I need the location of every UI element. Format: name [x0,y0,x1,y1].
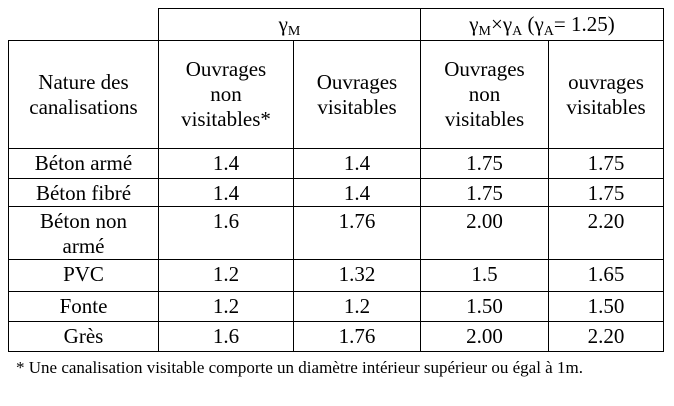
value-cell: 1.4 [158,148,294,179]
column-header: ouvrages visitables [548,40,664,149]
header-text: Ouvrages non visitables* [181,57,271,131]
name-cell: Fonte [8,291,159,322]
cell-text: 1.50 [587,294,625,318]
header-text: Ouvrages non visitables [444,57,525,131]
value-cell: 1.75 [420,148,549,179]
cell-text: 1.6 [212,209,240,233]
value-cell: 1.76 [293,321,421,352]
value-cell: 1.2 [158,259,294,292]
group-header: γM [158,8,421,41]
cell-text: 1.2 [212,294,240,318]
cell-text: 1.75 [587,151,625,175]
name-cell: PVC [8,259,159,292]
header-text: ouvrages visitables [566,69,646,119]
name-cell: Béton fibré [8,178,159,207]
cell-text: PVC [63,262,104,286]
header-text: (γ [522,12,544,36]
cell-text: 2.00 [466,209,503,233]
header-row: Nature des canalisations Ouvrages non vis… [8,40,664,149]
value-cell: 1.4 [158,178,294,207]
header-row: γM γM×γA (γA= 1.25) [8,8,664,41]
cell-text: 1.4 [343,151,371,175]
value-cell: 1.65 [548,259,664,292]
subscript: M [478,24,491,39]
cell-text: 1.2 [212,262,240,286]
value-cell: 1.50 [420,291,549,322]
cell-text: 1.76 [338,324,376,348]
value-cell: 1.76 [293,206,421,260]
name-cell: Béton non armé [8,206,159,260]
cell-text: 1.75 [587,181,625,205]
cell-text: Fonte [59,294,108,318]
value-cell: 2.20 [548,321,664,352]
cell-text: Béton armé [34,151,133,175]
column-header: Ouvrages non visitables* [158,40,294,149]
header-text: Nature des canalisations [29,69,138,119]
cell-text: 1.75 [466,181,503,205]
table-row: Béton non armé 1.6 1.76 2.00 2.20 [8,206,664,260]
column-header: Ouvrages non visitables [420,40,549,149]
value-cell: 1.6 [158,206,294,260]
cell-text: 2.20 [587,324,625,348]
value-cell: 1.2 [158,291,294,322]
value-cell: 1.4 [293,178,421,207]
cell-text: 1.32 [338,262,376,286]
value-cell: 1.75 [548,178,664,207]
subscript: M [287,24,301,39]
footnote: * Une canalisation visitable comporte un… [16,358,583,377]
cell-text: 1.50 [466,294,503,318]
value-cell: 1.5 [420,259,549,292]
value-cell: 1.50 [548,291,664,322]
cell-text: Grès [63,324,104,348]
cell-text: 1.4 [212,151,240,175]
value-cell: 2.20 [548,206,664,260]
value-cell: 1.2 [293,291,421,322]
cell-text: 1.65 [587,262,625,286]
value-cell: 1.75 [420,178,549,207]
table-row: Béton armé 1.4 1.4 1.75 1.75 [8,148,664,179]
cell-text: 1.76 [338,209,376,233]
table-row: PVC 1.2 1.32 1.5 1.65 [8,259,664,292]
value-cell: 2.00 [420,321,549,352]
value-cell: 1.75 [548,148,664,179]
header-text: Ouvrages visitables [316,69,398,119]
column-header: Nature des canalisations [8,40,159,149]
cell-text: 1.4 [343,181,371,205]
table-row: Grès 1.6 1.76 2.00 2.20 [8,321,664,352]
table-row: Fonte 1.2 1.2 1.50 1.50 [8,291,664,322]
value-cell: 1.32 [293,259,421,292]
name-cell: Grès [8,321,159,352]
header-text: = 1.25) [553,12,615,36]
cell-text: 2.20 [587,209,625,233]
subscript: A [543,24,554,39]
table: γM γM×γA (γA= 1.25) Nature des canalisatio… [8,8,664,352]
value-cell: 2.00 [420,206,549,260]
header-text: γ [278,12,288,36]
cell-text: Béton non armé [40,209,127,258]
group-header: γM×γA (γA= 1.25) [420,8,664,41]
cell-text: 1.4 [212,181,240,205]
cell-text: 1.75 [466,151,503,175]
header-text: γ [469,12,479,36]
table-row: Béton fibré 1.4 1.4 1.75 1.75 [8,178,664,207]
cell-text: 2.00 [466,324,503,348]
name-cell: Béton armé [8,148,159,179]
subscript: A [512,24,523,39]
column-header: Ouvrages visitables [293,40,421,149]
value-cell: 1.4 [293,148,421,179]
cell-text: 1.6 [212,324,240,348]
value-cell: 1.6 [158,321,294,352]
cell-text: Béton fibré [35,181,132,205]
cell-text: 1.5 [471,262,498,286]
empty-cell [8,8,159,41]
header-text: ×γ [490,12,513,36]
cell-text: 1.2 [343,294,371,318]
